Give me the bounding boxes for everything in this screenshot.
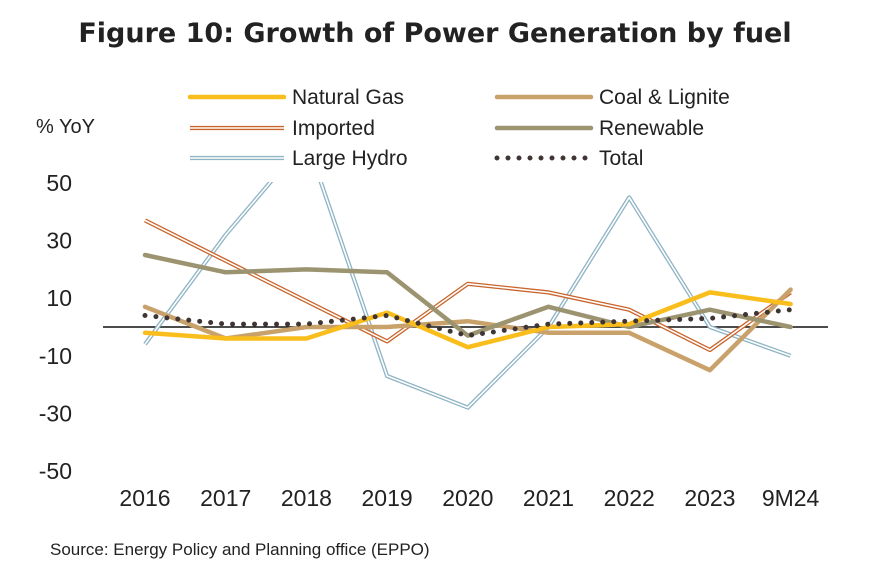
y-tick-label: 10: [46, 285, 72, 311]
y-tick-label: 30: [46, 228, 72, 254]
legend-label: Total: [599, 147, 643, 170]
series-coal-lignite: [142, 287, 793, 373]
legend: Natural Gas Coal & Lignite Imported Renewab…: [187, 86, 730, 170]
legend-item-large-hydro: Large Hydro: [190, 147, 408, 170]
y-axis-label: % YoY: [36, 116, 95, 138]
legend-label: Large Hydro: [292, 147, 408, 170]
legend-label: Coal & Lignite: [599, 86, 730, 109]
y-tick-label: -30: [39, 400, 72, 426]
series-line-natural-gas: [142, 290, 793, 350]
x-tick-label: 2023: [684, 485, 735, 511]
series-line-total: [142, 307, 794, 339]
x-tick-label: 2020: [442, 485, 493, 511]
legend-label: Renewable: [599, 117, 704, 140]
x-tick-label: 2016: [119, 485, 170, 511]
legend-item-total: Total: [494, 147, 643, 170]
x-tick-label: 2021: [523, 485, 574, 511]
series-line-large-hydro-inner: [144, 182, 791, 409]
series-line-renewable: [142, 252, 793, 338]
legend-item-renewable: Renewable: [494, 117, 704, 140]
x-tick-label: 9M24: [762, 485, 820, 511]
x-axis-ticks: 2016 2017 2018 2019 2020 2021 2022 2023 9M24: [119, 485, 819, 511]
x-tick-label: 2018: [281, 485, 332, 511]
x-tick-label: 2019: [362, 485, 413, 511]
legend-label: Imported: [292, 117, 375, 140]
series-line-imported: [144, 218, 792, 353]
x-tick-label: 2017: [200, 485, 251, 511]
source-note: Source: Energy Policy and Planning offic…: [50, 540, 430, 559]
chart-title: Figure 10: Growth of Power Generation by…: [78, 18, 792, 49]
series-layer: [142, 182, 794, 410]
series-natural-gas: [142, 290, 793, 350]
legend-item-natural-gas: Natural Gas: [187, 86, 404, 109]
y-tick-label: -50: [39, 458, 72, 484]
legend-item-imported: Imported: [190, 117, 375, 140]
y-axis-ticks: 50 30 10 -10 -30 -50: [39, 170, 72, 484]
series-line-imported-inner: [144, 219, 792, 351]
y-tick-label: 50: [46, 170, 72, 196]
y-tick-label: -10: [39, 343, 72, 369]
x-tick-label: 2022: [604, 485, 655, 511]
series-large-hydro: [143, 182, 792, 410]
series-line-coal-lignite: [142, 287, 793, 373]
series-imported: [144, 218, 792, 353]
legend-label: Natural Gas: [292, 86, 404, 109]
series-total: [142, 307, 794, 339]
series-renewable: [142, 252, 793, 338]
legend-item-coal-lignite: Coal & Lignite: [494, 86, 730, 109]
